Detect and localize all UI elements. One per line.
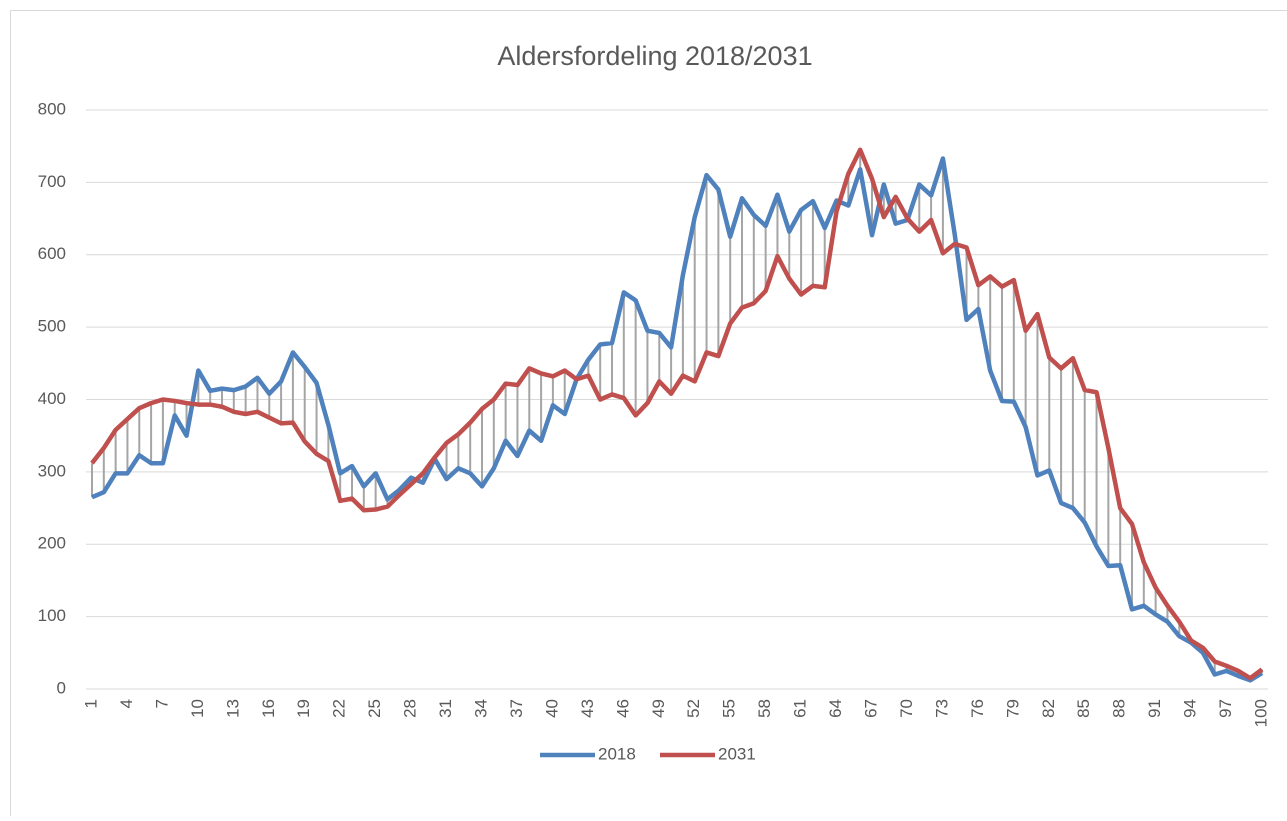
x-tick-label: 25: [365, 699, 384, 718]
x-tick-label: 88: [1110, 699, 1129, 718]
x-tick-label: 67: [861, 699, 880, 718]
x-tick-label: 13: [223, 699, 242, 718]
y-tick-label: 100: [38, 606, 66, 625]
x-tick-label: 58: [755, 699, 774, 718]
x-tick-label: 97: [1216, 699, 1235, 718]
x-tick-label: 4: [117, 699, 136, 708]
x-tick-label: 46: [613, 699, 632, 718]
chart-title: Aldersfordeling 2018/2031: [497, 41, 812, 71]
x-tick-label: 22: [330, 699, 349, 718]
x-tick-label: 34: [471, 699, 490, 718]
x-tick-label: 79: [1003, 699, 1022, 718]
y-tick-label: 700: [38, 172, 66, 191]
x-tick-label: 7: [152, 699, 171, 708]
y-tick-label: 800: [38, 99, 66, 118]
x-tick-label: 19: [294, 699, 313, 718]
chart-border: [11, 11, 1287, 817]
x-tick-label: 55: [720, 699, 739, 718]
x-tick-label: 61: [791, 699, 810, 718]
x-tick-label: 70: [897, 699, 916, 718]
x-tick-label: 40: [542, 699, 561, 718]
x-tick-label: 52: [684, 699, 703, 718]
legend-label: 2018: [598, 744, 636, 763]
x-tick-label: 73: [932, 699, 951, 718]
x-tick-label: 82: [1039, 699, 1058, 718]
x-tick-label: 28: [401, 699, 420, 718]
x-tick-label: 100: [1251, 699, 1270, 727]
x-tick-label: 85: [1074, 699, 1093, 718]
y-tick-label: 600: [38, 244, 66, 263]
legend-label: 2031: [718, 744, 756, 763]
x-tick-label: 64: [826, 699, 845, 718]
y-tick-label: 0: [57, 678, 66, 697]
y-tick-label: 400: [38, 389, 66, 408]
y-tick-label: 300: [38, 461, 66, 480]
x-tick-label: 49: [649, 699, 668, 718]
x-tick-label: 31: [436, 699, 455, 718]
x-tick-label: 76: [968, 699, 987, 718]
x-tick-label: 91: [1145, 699, 1164, 718]
y-tick-label: 500: [38, 317, 66, 336]
x-tick-label: 94: [1181, 699, 1200, 718]
x-tick-label: 1: [81, 699, 100, 708]
y-tick-label: 200: [38, 534, 66, 553]
x-tick-label: 37: [507, 699, 526, 718]
x-tick-label: 10: [188, 699, 207, 718]
x-tick-label: 16: [259, 699, 278, 718]
x-tick-label: 43: [578, 699, 597, 718]
